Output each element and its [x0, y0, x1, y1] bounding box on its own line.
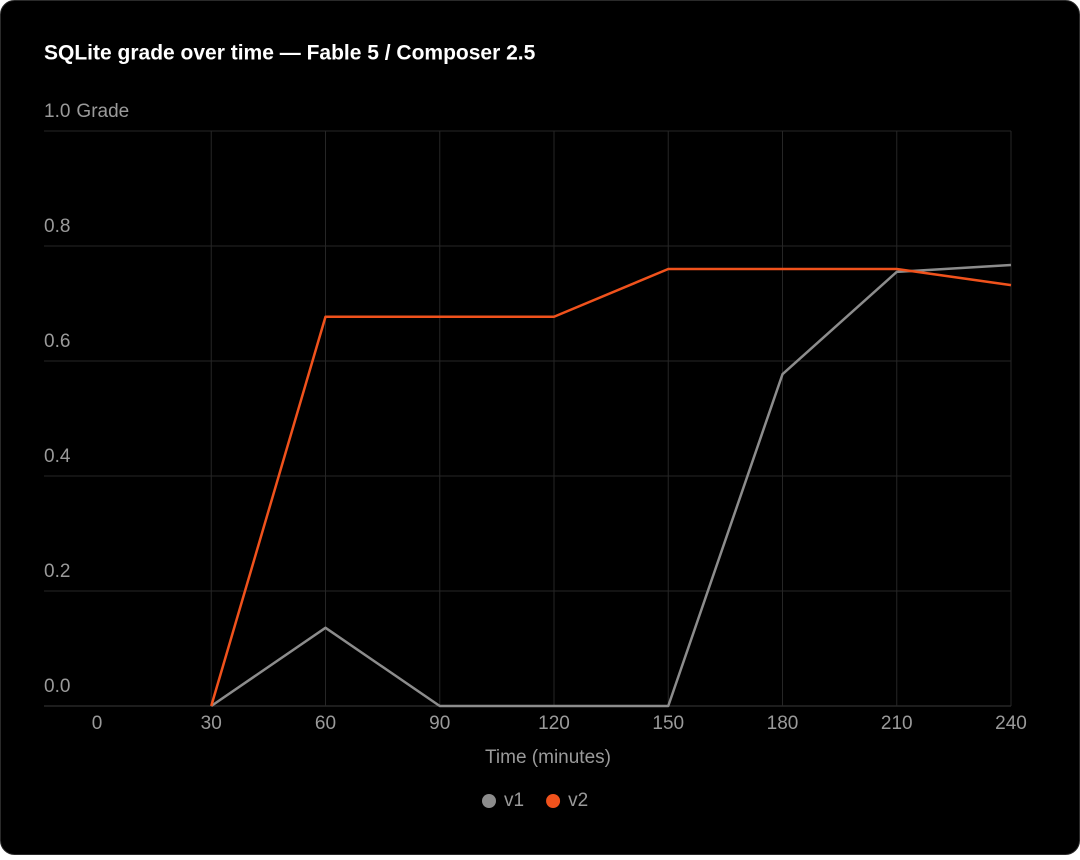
x-tick-label: 30 [201, 713, 222, 734]
y-axis-label: Grade [76, 101, 129, 122]
y-tick-label: 0.0 [44, 676, 70, 697]
x-tick-label: 90 [429, 713, 450, 734]
x-tick-label: 240 [995, 713, 1027, 734]
legend-swatch [546, 794, 561, 808]
series-line [210, 263, 1012, 708]
y-tick-label: 0.4 [44, 446, 71, 467]
chart-title: SQLite grade over time — Fable 5 / Compo… [44, 42, 536, 65]
series-line [210, 267, 1012, 707]
y-tick-label: 0.8 [44, 216, 70, 237]
y-tick-label: 0.6 [44, 331, 70, 352]
x-tick-label: 150 [652, 713, 684, 734]
y-tick-label: 0.2 [44, 561, 70, 582]
x-tick-label: 120 [538, 713, 570, 734]
x-tick-label: 60 [315, 713, 336, 734]
x-tick-label: 210 [881, 713, 913, 734]
legend-swatch [482, 794, 496, 808]
y-tick-label: 1.0 [44, 101, 70, 122]
legend-label: v2 [568, 790, 588, 811]
x-axis-label: Time (minutes) [485, 747, 611, 768]
x-tick-label: 180 [767, 713, 799, 734]
x-tick-label: 0 [92, 713, 103, 734]
legend-label: v1 [504, 790, 524, 811]
